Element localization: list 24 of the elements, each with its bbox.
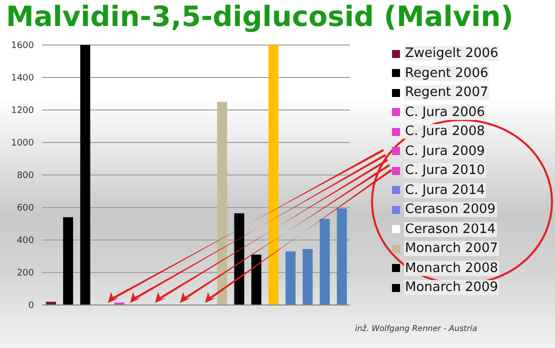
legend-label: C. Jura 2008 <box>404 124 486 140</box>
legend-label: Monarch 2007 <box>404 241 500 256</box>
text: inž. Wolfgang Renner - Austria <box>355 324 478 333</box>
y-tick-label: 0 <box>28 301 34 312</box>
legend-label: C. Jura 2010 <box>404 163 486 178</box>
legend-label: Regent 2006 <box>404 66 490 81</box>
legend-label: C. Jura 2006 <box>404 104 486 120</box>
y-tick-label: 800 <box>16 171 34 182</box>
legend-label: C. Jura 2009 <box>404 144 486 159</box>
legend-label: Monarch 2008 <box>404 260 500 276</box>
y-tick-label: 1000 <box>11 138 34 149</box>
legend-label: Cerason 2009 <box>404 202 497 218</box>
legend-label: Cerason 2014 <box>404 222 497 237</box>
legend-label: Regent 2007 <box>404 85 490 100</box>
legend-label: Monarch 2009 <box>404 280 500 296</box>
y-tick-label: 1600 <box>11 41 34 52</box>
legend-label: Zweigelt 2006 <box>404 46 500 62</box>
y-tick-label: 1400 <box>11 74 34 84</box>
legend-label: C. Jura 2014 <box>404 182 486 198</box>
chart-title: Malvidin-3,5-diglucosid (Malvin) <box>6 0 514 33</box>
y-tick-label: 200 <box>16 268 34 279</box>
y-tick-label: 1200 <box>11 106 34 116</box>
y-tick-label: 600 <box>16 204 34 214</box>
y-tick-label: 400 <box>16 236 34 246</box>
